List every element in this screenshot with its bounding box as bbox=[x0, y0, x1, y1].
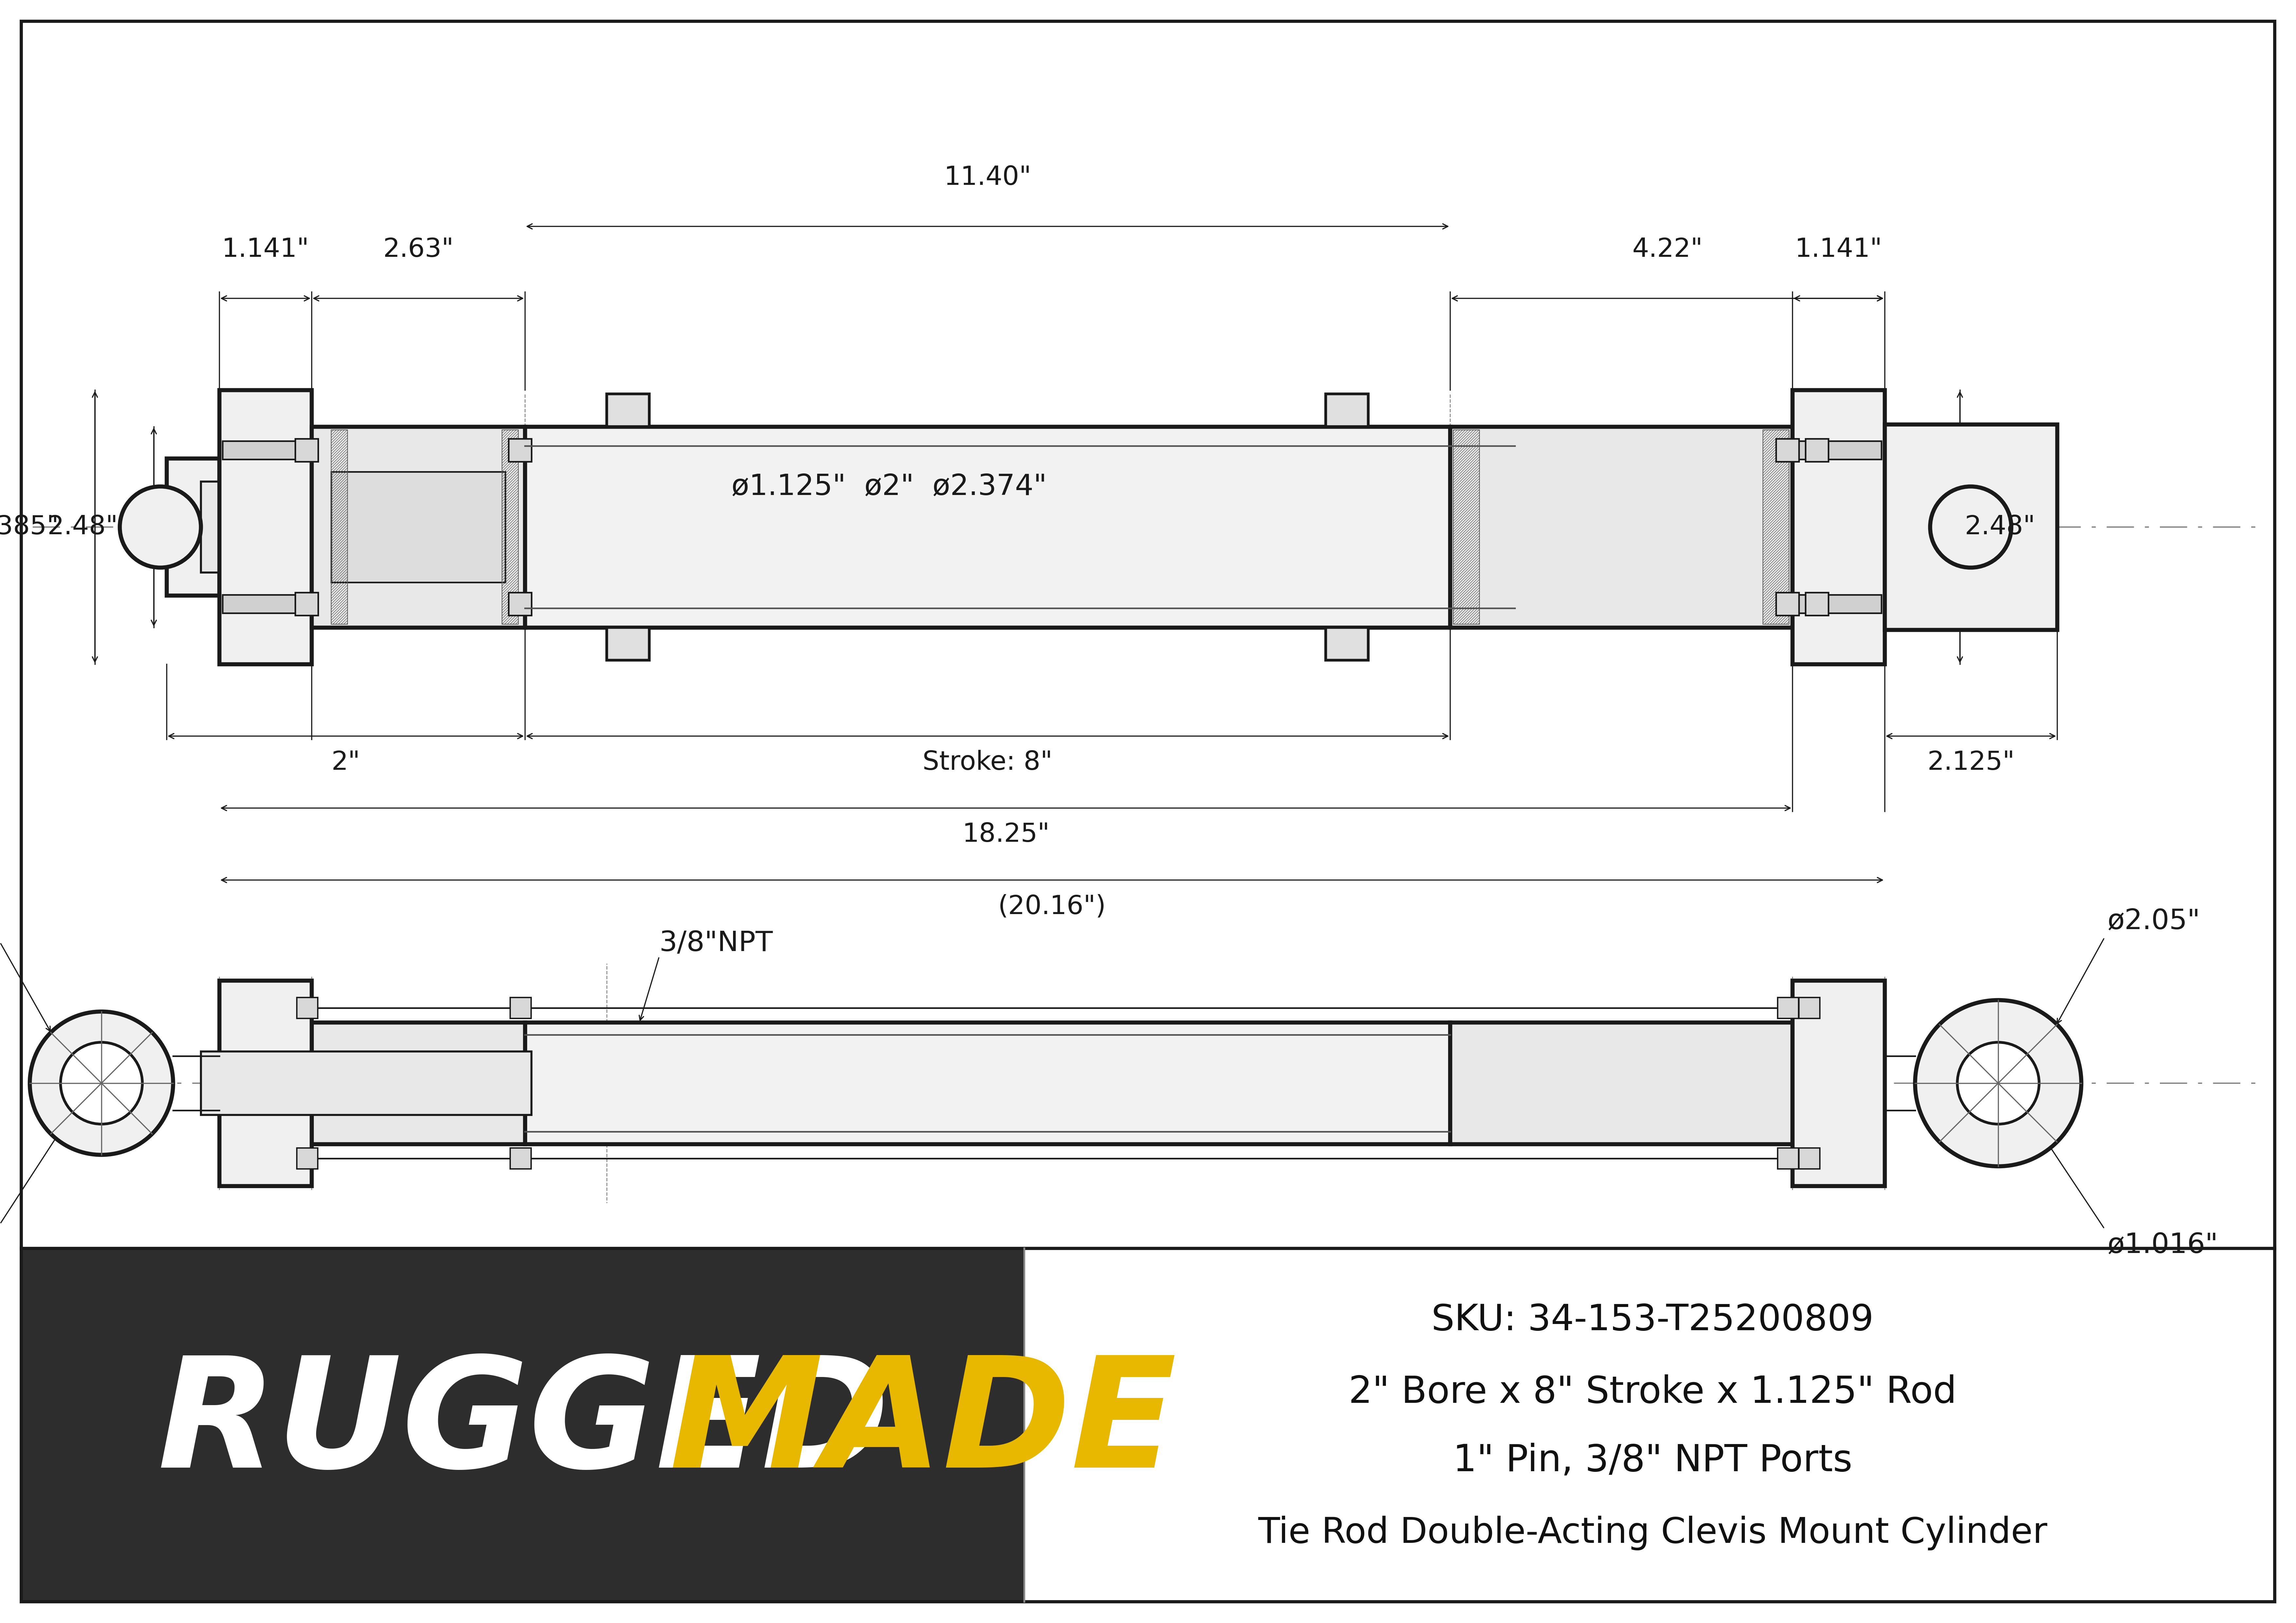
Bar bbox=[1795, 441, 1880, 459]
Bar bbox=[507, 592, 530, 615]
Bar bbox=[1793, 980, 1885, 1186]
Bar bbox=[296, 998, 317, 1018]
Bar bbox=[296, 1147, 317, 1169]
Bar bbox=[1798, 998, 1821, 1018]
Bar bbox=[1451, 427, 1793, 628]
Bar bbox=[331, 472, 505, 583]
Bar bbox=[1805, 438, 1828, 461]
Bar bbox=[1793, 390, 1885, 664]
Bar bbox=[1885, 424, 2057, 630]
Text: 18.25": 18.25" bbox=[962, 821, 1049, 847]
Bar bbox=[1763, 430, 1789, 625]
Text: 3/8"NPT: 3/8"NPT bbox=[659, 930, 774, 958]
Text: 2": 2" bbox=[331, 750, 360, 776]
Text: ø1.125"  ø2"  ø2.374": ø1.125" ø2" ø2.374" bbox=[732, 472, 1047, 502]
Bar bbox=[1453, 430, 1479, 625]
Bar bbox=[606, 394, 650, 427]
Bar bbox=[202, 1052, 530, 1115]
Bar bbox=[1805, 592, 1828, 615]
Bar bbox=[1795, 594, 1880, 613]
Bar bbox=[21, 1248, 1024, 1602]
Text: Stroke: 8": Stroke: 8" bbox=[923, 750, 1052, 776]
Text: 4.22": 4.22" bbox=[1632, 237, 1704, 263]
Circle shape bbox=[1949, 506, 1991, 547]
Bar bbox=[312, 1022, 526, 1144]
Text: 1" Pin, 3/8" NPT Ports: 1" Pin, 3/8" NPT Ports bbox=[1453, 1443, 1853, 1479]
Circle shape bbox=[1915, 1000, 2080, 1167]
Bar bbox=[1325, 394, 1368, 427]
Bar bbox=[1451, 1022, 1793, 1144]
Bar bbox=[223, 441, 308, 459]
Bar bbox=[526, 427, 1451, 628]
Bar bbox=[526, 1022, 1451, 1144]
Bar bbox=[296, 438, 319, 461]
Bar bbox=[507, 438, 530, 461]
Circle shape bbox=[30, 1011, 172, 1156]
Text: 1.141": 1.141" bbox=[1795, 237, 1883, 263]
Bar bbox=[510, 1147, 530, 1169]
Text: 2.125": 2.125" bbox=[1926, 750, 2014, 776]
Bar bbox=[1777, 438, 1798, 461]
Bar bbox=[308, 445, 328, 456]
Bar bbox=[202, 482, 530, 573]
Bar bbox=[1777, 1147, 1798, 1169]
Text: 11.40": 11.40" bbox=[944, 166, 1031, 190]
Text: ø1.016": ø1.016" bbox=[2108, 1232, 2218, 1259]
Text: 3.385": 3.385" bbox=[0, 514, 60, 540]
Bar bbox=[223, 594, 308, 613]
Text: Tie Rod Double-Acting Clevis Mount Cylinder: Tie Rod Double-Acting Clevis Mount Cylin… bbox=[1258, 1516, 2048, 1550]
Circle shape bbox=[1931, 487, 2011, 568]
Circle shape bbox=[1956, 1042, 2039, 1125]
Bar bbox=[168, 458, 218, 596]
Circle shape bbox=[140, 506, 181, 547]
Bar bbox=[606, 628, 650, 661]
Bar bbox=[503, 430, 519, 625]
Text: ø2.05": ø2.05" bbox=[2108, 907, 2200, 935]
Bar bbox=[1325, 628, 1368, 661]
Text: 2" Bore x 8" Stroke x 1.125" Rod: 2" Bore x 8" Stroke x 1.125" Rod bbox=[1348, 1375, 1956, 1410]
Text: 1.141": 1.141" bbox=[223, 237, 310, 263]
Circle shape bbox=[60, 1042, 142, 1125]
Bar bbox=[296, 592, 319, 615]
Text: MADE: MADE bbox=[668, 1350, 1176, 1500]
Bar bbox=[218, 390, 312, 664]
Bar bbox=[308, 597, 328, 610]
Text: (20.16"): (20.16") bbox=[999, 894, 1107, 919]
Bar bbox=[1777, 592, 1798, 615]
Bar bbox=[1777, 998, 1798, 1018]
Text: 2.48": 2.48" bbox=[48, 514, 117, 540]
Circle shape bbox=[119, 487, 202, 568]
Text: 2.48": 2.48" bbox=[1965, 514, 2034, 540]
Text: 2.63": 2.63" bbox=[383, 237, 455, 263]
Bar bbox=[331, 430, 347, 625]
Bar bbox=[510, 998, 530, 1018]
Text: RUGGED: RUGGED bbox=[158, 1350, 889, 1500]
Bar bbox=[218, 980, 312, 1186]
Bar bbox=[312, 427, 526, 628]
Text: SKU: 34-153-T25200809: SKU: 34-153-T25200809 bbox=[1430, 1303, 1874, 1337]
Bar bbox=[1798, 1147, 1821, 1169]
